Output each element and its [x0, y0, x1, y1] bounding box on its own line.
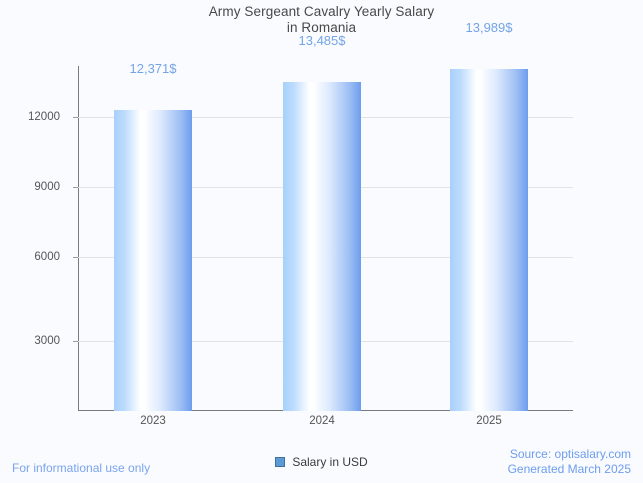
footer-disclaimer: For informational use only — [12, 461, 151, 475]
bar-2023[interactable] — [114, 110, 192, 411]
y-tick-label-9000: 9000 — [34, 181, 60, 193]
bar-2024[interactable] — [283, 82, 361, 411]
x-axis-labels: 2023 2024 2025 — [78, 415, 573, 435]
chart-title: Army Sergeant Cavalry Yearly Salary in R… — [0, 4, 643, 36]
chart-title-line-2: in Romania — [286, 20, 357, 35]
y-tick-label-6000: 6000 — [34, 251, 60, 263]
bar-value-2024: 13,485$ — [298, 33, 346, 48]
bar-value-2025: 13,989$ — [465, 20, 513, 35]
y-tick-label-3000: 3000 — [34, 335, 60, 347]
x-tick-label-2025: 2025 — [476, 415, 502, 427]
plot-area: 12,371$ 13,485$ 13,989$ — [73, 20, 573, 411]
footer-generated-line: Generated March 2025 — [507, 462, 631, 476]
y-tick-mark-12000 — [73, 117, 78, 118]
y-axis-line — [78, 66, 79, 411]
chart-title-line-1: Army Sergeant Cavalry Yearly Salary — [208, 4, 435, 19]
x-tick-label-2024: 2024 — [309, 415, 335, 427]
y-tick-mark-6000 — [73, 257, 78, 258]
chart-legend[interactable]: Salary in USD — [0, 455, 643, 469]
y-tick-mark-9000 — [73, 187, 78, 188]
bar-value-2023: 12,371$ — [129, 61, 177, 76]
x-tick-label-2023: 2023 — [140, 415, 166, 427]
footer-source: Source: optisalary.com Generated March 2… — [508, 447, 631, 477]
legend-label-salary: Salary in USD — [292, 455, 368, 469]
bar-2025[interactable] — [450, 69, 528, 411]
footer-source-line: Source: optisalary.com — [509, 447, 631, 461]
y-axis-labels: 12000 9000 6000 3000 — [0, 66, 70, 411]
legend-swatch-icon — [275, 457, 286, 467]
y-tick-label-12000: 12000 — [28, 111, 60, 123]
y-tick-mark-3000 — [73, 341, 78, 342]
